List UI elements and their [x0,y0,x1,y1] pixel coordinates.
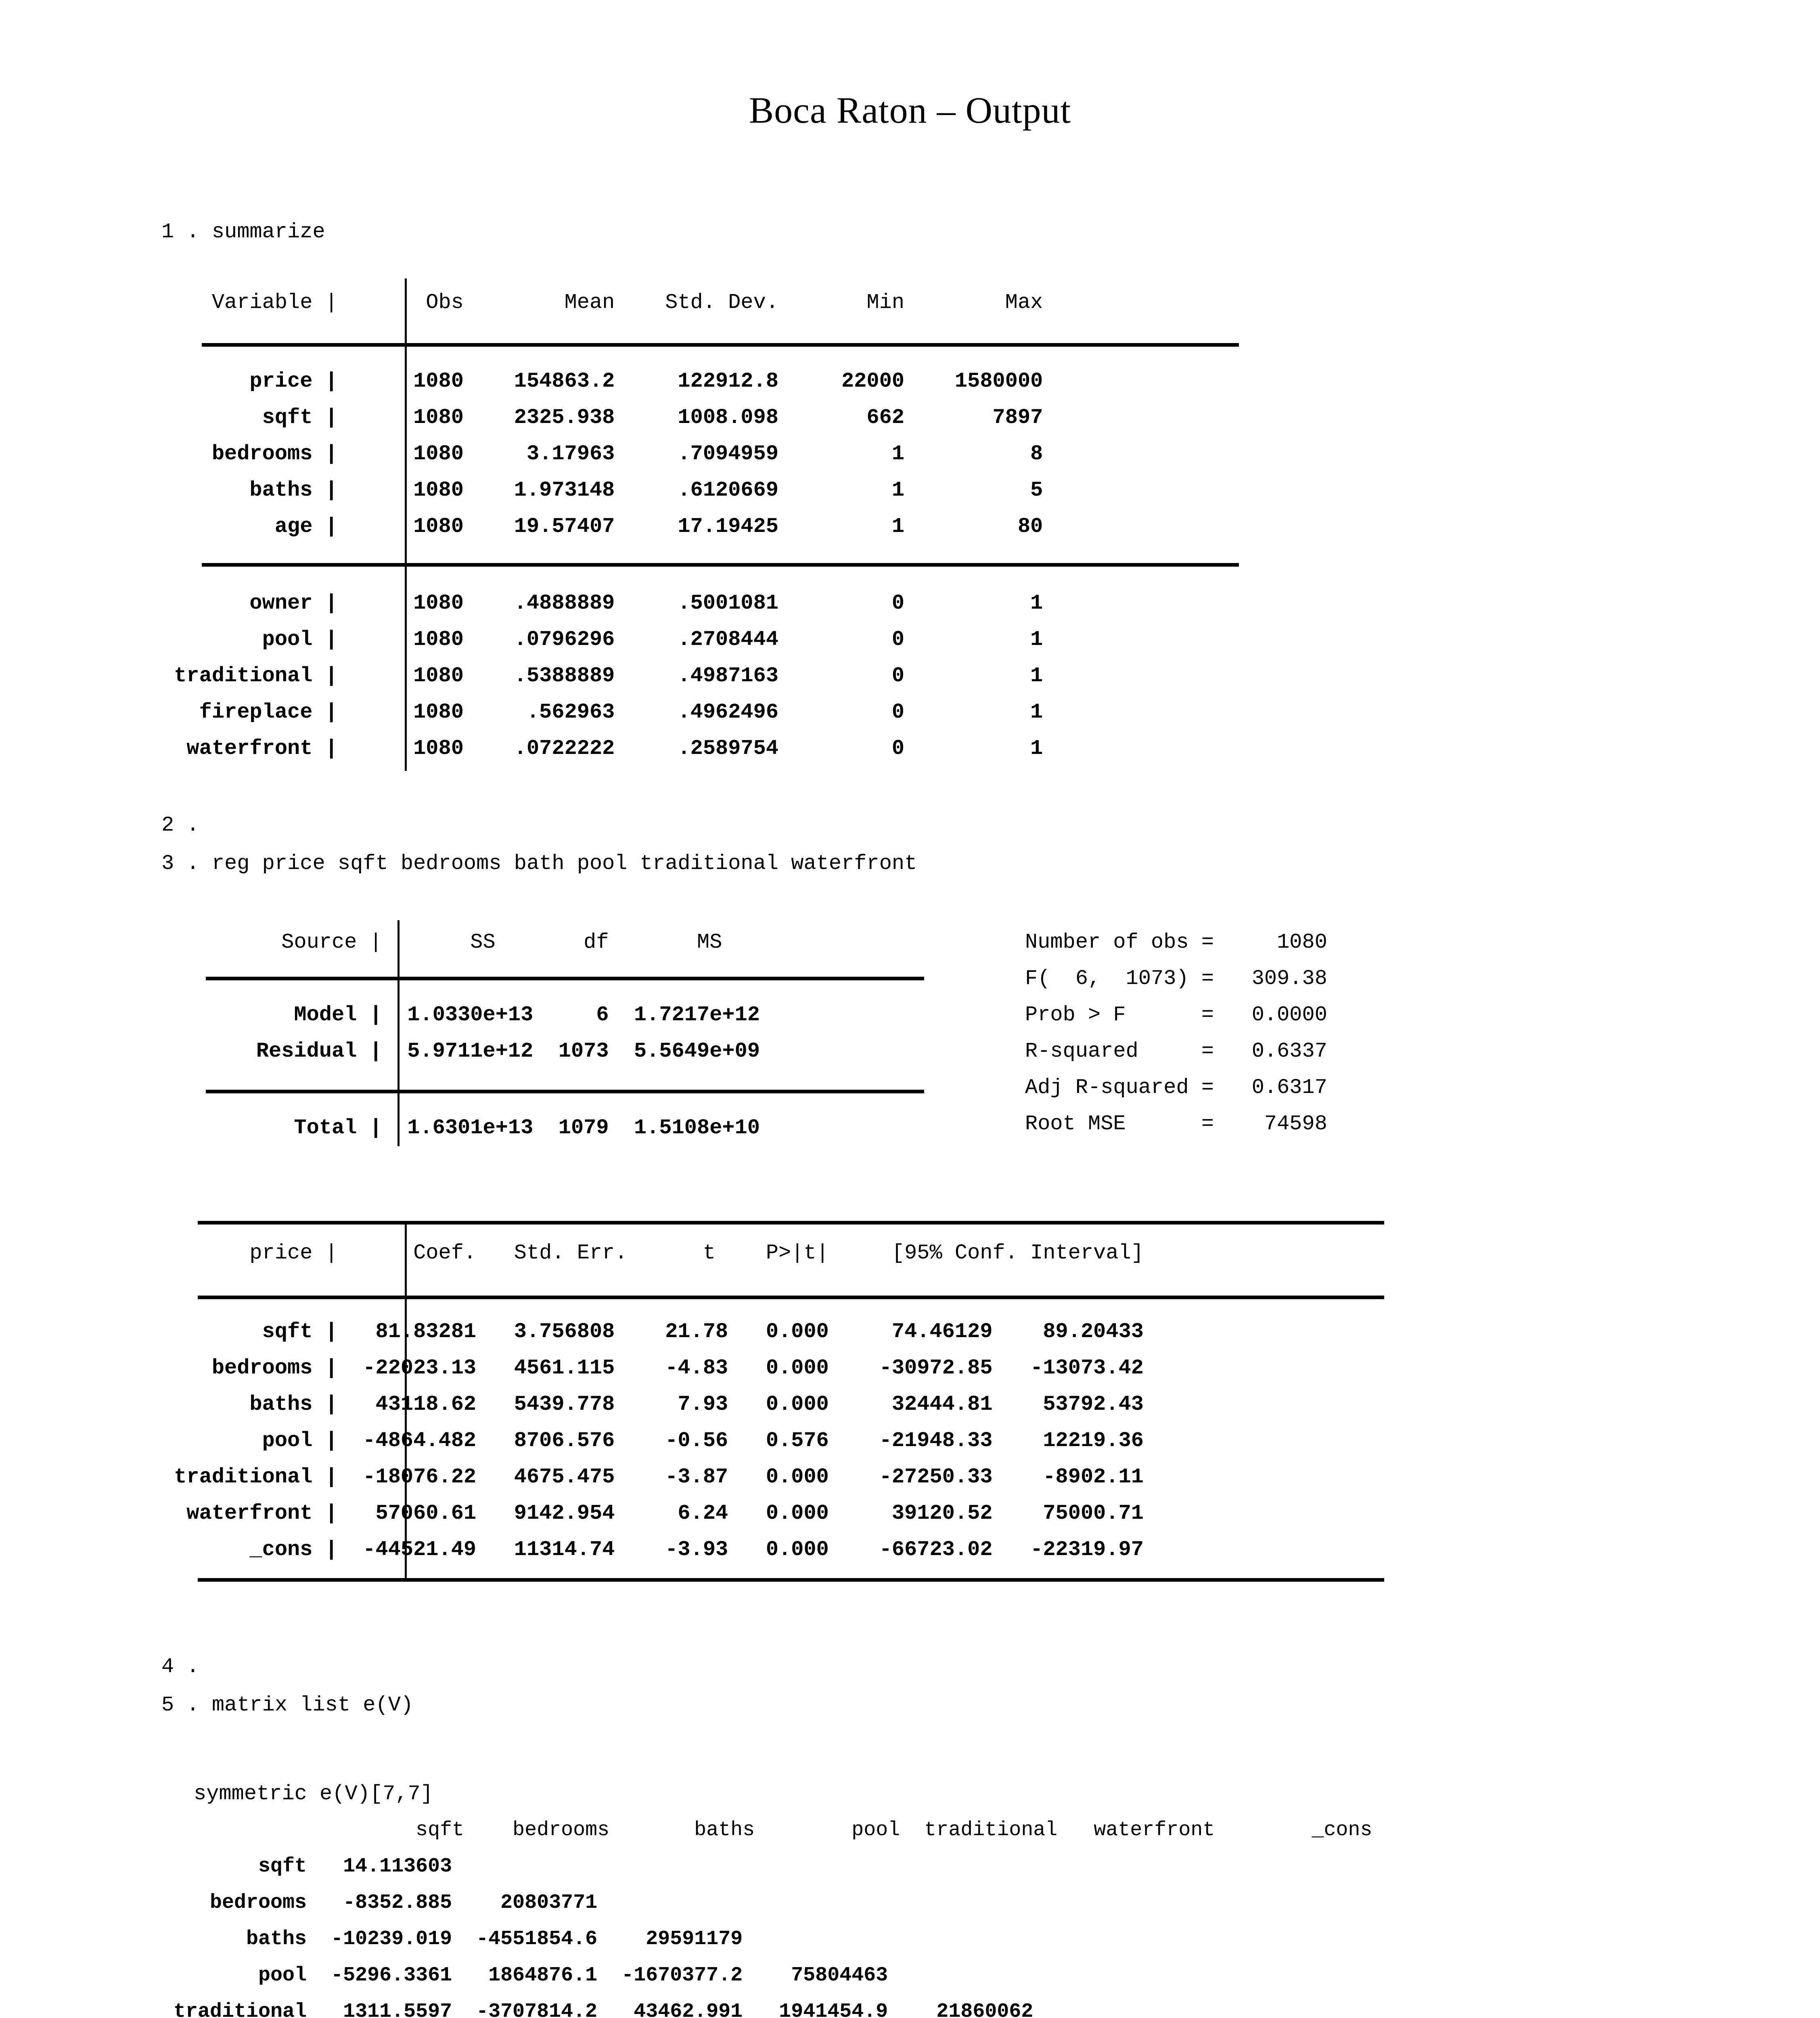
command-line-2: 2 . [161,813,199,837]
command-line-3: 3 . reg price sqft bedrooms bath pool tr… [161,852,917,875]
command-line-4: 4 . [161,1655,199,1679]
coef-header-row: price | Coef. Std. Err. t P>|t| [95% Con… [161,1241,1144,1265]
table-row: pool | 1080 .0796296 .2708444 0 1 [161,628,1043,651]
stat-root-mse: Root MSE = 74598 [1025,1112,1327,1136]
table-row: waterfront | 1080 .0722222 .2589754 0 1 [161,737,1043,760]
table-row: Residual | 5.9711e+12 1073 5.5649e+09 [206,1039,760,1063]
summarize-vertical-rule [405,278,407,771]
table-row: owner | 1080 .4888889 .5001081 0 1 [161,591,1043,615]
table-row: traditional | 1080 .5388889 .4987163 0 1 [161,664,1043,688]
table-row: waterfront | 57060.61 9142.954 6.24 0.00… [161,1501,1144,1525]
table-row: sqft | 81.83281 3.756808 21.78 0.000 74.… [161,1320,1144,1344]
summarize-header-rule [202,343,1239,347]
table-row: pool | -4864.482 8706.576 -0.56 0.576 -2… [161,1429,1144,1453]
page-title: Boca Raton – Output [749,90,1071,131]
table-row: baths -10239.019 -4551854.6 29591179 [161,1928,743,1951]
table-row: fireplace | 1080 .562963 .4962496 0 1 [161,700,1043,724]
stat-r-squared: R-squared = 0.6337 [1025,1039,1327,1063]
matrix-caption: symmetric e(V)[7,7] [194,1782,433,1806]
table-row: _cons | -44521.49 11314.74 -3.93 0.000 -… [161,1538,1144,1562]
table-row: baths | 1080 1.973148 .6120669 1 5 [161,478,1043,502]
table-row: age | 1080 19.57407 17.19425 1 80 [161,515,1043,538]
table-row: traditional | -18076.22 4675.475 -3.87 0… [161,1465,1144,1489]
table-row: price | 1080 154863.2 122912.8 22000 158… [161,369,1043,393]
table-row: Total | 1.6301e+13 1079 1.5108e+10 [206,1116,760,1140]
command-line-5: 5 . matrix list e(V) [161,1693,414,1717]
stat-adj-r-squared: Adj R-squared = 0.6317 [1025,1076,1327,1099]
stat-prob-f: Prob > F = 0.0000 [1025,1003,1327,1027]
coef-bottom-rule [198,1578,1384,1582]
summarize-group-rule [202,563,1239,567]
table-row: bedrooms | -22023.13 4561.115 -4.83 0.00… [161,1356,1144,1380]
table-row: baths | 43118.62 5439.778 7.93 0.000 324… [161,1392,1144,1416]
anova-header-row: Source | SS df MS [206,930,722,954]
stat-f-statistic: F( 6, 1073) = 309.38 [1025,967,1327,990]
matrix-header-row: sqft bedrooms baths pool traditional wat… [161,1819,1372,1842]
table-row: Model | 1.0330e+13 6 1.7217e+12 [206,1003,760,1027]
anova-total-rule [206,1090,924,1093]
coef-vertical-rule [405,1221,407,1580]
anova-header-rule [206,977,924,980]
anova-vertical-rule [397,920,400,1146]
coef-top-rule [198,1221,1384,1225]
coef-header-rule [198,1296,1384,1299]
stat-number-of-obs: Number of obs = 1080 [1025,930,1327,954]
summarize-header-row: Variable | Obs Mean Std. Dev. Min Max [161,291,1043,314]
table-row: sqft 14.113603 [161,1855,452,1878]
table-row: bedrooms -8352.885 20803771 [161,1891,598,1914]
table-row: traditional 1311.5597 -3707814.2 43462.9… [161,2000,1033,2018]
command-line-1: 1 . summarize [161,220,325,244]
table-row: sqft | 1080 2325.938 1008.098 662 7897 [161,406,1043,429]
table-row: pool -5296.3361 1864876.1 -1670377.2 758… [161,1964,888,1987]
table-row: bedrooms | 1080 3.17963 .7094959 1 8 [161,442,1043,466]
